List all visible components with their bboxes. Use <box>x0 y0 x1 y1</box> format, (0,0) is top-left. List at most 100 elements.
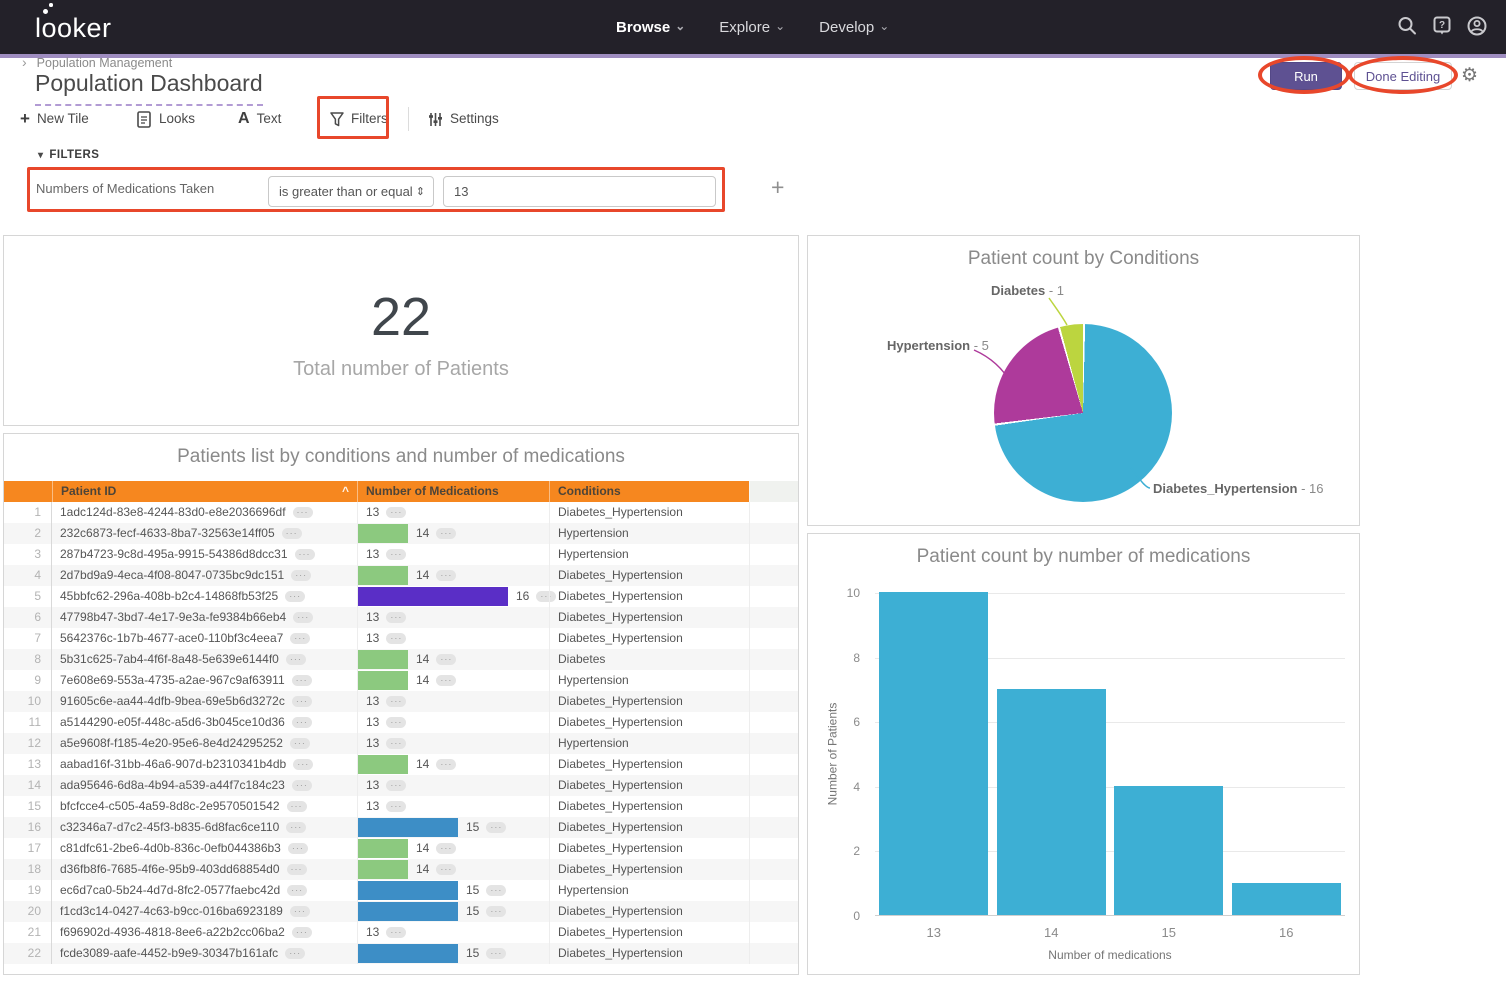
column-header-medications[interactable]: Number of Medications <box>357 481 549 502</box>
medications-cell[interactable]: 13 ··· <box>357 502 549 523</box>
patient-id-cell[interactable]: f696902d-4936-4818-8ee6-a22b2cc06ba2 ··· <box>52 922 357 943</box>
text-button[interactable]: A Text <box>238 100 281 138</box>
row-actions-icon[interactable]: ··· <box>436 843 457 854</box>
row-actions-icon[interactable]: ··· <box>486 822 507 833</box>
conditions-cell[interactable]: Diabetes_Hypertension <box>549 754 749 775</box>
row-actions-icon[interactable]: ··· <box>285 948 306 959</box>
row-actions-icon[interactable]: ··· <box>386 801 407 812</box>
row-actions-icon[interactable]: ··· <box>293 612 314 623</box>
patient-id-cell[interactable]: d36fb8f6-7685-4f6e-95b9-403dd68854d0 ··· <box>52 859 357 880</box>
medications-cell[interactable]: 14 ··· <box>357 670 549 691</box>
patient-id-cell[interactable]: 287b4723-9c8d-495a-9915-54386d8dcc31 ··· <box>52 544 357 565</box>
conditions-cell[interactable]: Diabetes_Hypertension <box>549 628 749 649</box>
row-actions-icon[interactable]: ··· <box>286 801 307 812</box>
nav-menu-explore[interactable]: Explore ⌄ <box>719 19 785 36</box>
patient-id-cell[interactable]: 91605c6e-aa44-4dfb-9bea-69e5b6d3272c ··· <box>52 691 357 712</box>
row-actions-icon[interactable]: ··· <box>291 675 312 686</box>
conditions-cell[interactable]: Hypertension <box>549 733 749 754</box>
conditions-cell[interactable]: Diabetes_Hypertension <box>549 712 749 733</box>
bar[interactable] <box>996 688 1106 915</box>
row-actions-icon[interactable]: ··· <box>386 549 407 560</box>
medications-cell[interactable]: 14 ··· <box>357 754 549 775</box>
patient-id-cell[interactable]: 1adc124d-83e8-4244-83d0-e8e2036696df ··· <box>52 502 357 523</box>
row-actions-icon[interactable]: ··· <box>436 864 457 875</box>
medications-cell[interactable]: 15 ··· <box>357 901 549 922</box>
medications-cell[interactable]: 15 ··· <box>357 880 549 901</box>
medications-cell[interactable]: 15 ··· <box>357 817 549 838</box>
row-actions-icon[interactable]: ··· <box>386 780 407 791</box>
row-actions-icon[interactable]: ··· <box>386 738 407 749</box>
pie-chart[interactable] <box>994 324 1172 502</box>
settings-button[interactable]: Settings <box>428 100 499 138</box>
row-actions-icon[interactable]: ··· <box>294 549 315 560</box>
conditions-cell[interactable]: Diabetes_Hypertension <box>549 838 749 859</box>
medications-cell[interactable]: 16 ··· <box>357 586 557 607</box>
row-actions-icon[interactable]: ··· <box>436 759 457 770</box>
run-button[interactable]: Run <box>1270 62 1342 90</box>
row-actions-icon[interactable]: ··· <box>386 507 407 518</box>
row-actions-icon[interactable]: ··· <box>291 717 312 728</box>
breadcrumb[interactable]: › Population Management <box>22 54 172 70</box>
row-actions-icon[interactable]: ··· <box>386 927 407 938</box>
medications-cell[interactable]: 13 ··· <box>357 628 549 649</box>
row-actions-icon[interactable]: ··· <box>291 696 312 707</box>
conditions-cell[interactable]: Diabetes_Hypertension <box>549 565 749 586</box>
row-actions-icon[interactable]: ··· <box>287 885 308 896</box>
medications-cell[interactable]: 14 ··· <box>357 859 549 880</box>
patient-id-cell[interactable]: 232c6873-fecf-4633-8ba7-32563e14ff05 ··· <box>52 523 357 544</box>
nav-menu-browse[interactable]: Browse ⌄ <box>616 19 685 36</box>
nav-menu-develop[interactable]: Develop ⌄ <box>819 19 889 36</box>
conditions-cell[interactable]: Diabetes_Hypertension <box>549 901 749 922</box>
row-actions-icon[interactable]: ··· <box>290 633 311 644</box>
new-tile-button[interactable]: + New Tile <box>20 100 89 138</box>
filters-section-header[interactable]: ▾ FILTERS <box>38 149 99 161</box>
row-actions-icon[interactable]: ··· <box>291 927 312 938</box>
patient-id-cell[interactable]: f1cd3c14-0427-4c63-b9cc-016ba6923189 ··· <box>52 901 357 922</box>
bar[interactable] <box>1114 785 1224 915</box>
row-actions-icon[interactable]: ··· <box>386 633 407 644</box>
row-actions-icon[interactable]: ··· <box>486 885 507 896</box>
row-actions-icon[interactable]: ··· <box>286 822 307 833</box>
patient-id-cell[interactable]: 7e608e69-553a-4735-a2ae-967c9af63911 ··· <box>52 670 357 691</box>
row-actions-icon[interactable]: ··· <box>293 759 314 770</box>
account-icon[interactable] <box>1466 15 1488 37</box>
medications-cell[interactable]: 13 ··· <box>357 796 549 817</box>
medications-cell[interactable]: 13 ··· <box>357 544 549 565</box>
row-actions-icon[interactable]: ··· <box>386 717 407 728</box>
bar[interactable] <box>1231 882 1341 915</box>
medications-cell[interactable]: 13 ··· <box>357 922 549 943</box>
row-actions-icon[interactable]: ··· <box>536 591 557 602</box>
bar[interactable] <box>879 592 989 915</box>
search-icon[interactable] <box>1396 15 1418 37</box>
conditions-cell[interactable]: Diabetes <box>549 649 749 670</box>
row-actions-icon[interactable]: ··· <box>291 780 312 791</box>
patient-id-cell[interactable]: a5e9608f-f185-4e20-95e6-8e4d24295252 ··· <box>52 733 357 754</box>
conditions-cell[interactable]: Diabetes_Hypertension <box>549 586 749 607</box>
row-actions-icon[interactable]: ··· <box>386 612 407 623</box>
patient-id-cell[interactable]: ec6d7ca0-5b24-4d7d-8fc2-0577faebc42d ··· <box>52 880 357 901</box>
row-actions-icon[interactable]: ··· <box>291 570 312 581</box>
row-actions-icon[interactable]: ··· <box>292 507 313 518</box>
row-actions-icon[interactable]: ··· <box>436 528 457 539</box>
row-actions-icon[interactable]: ··· <box>486 948 507 959</box>
patient-id-cell[interactable]: a5144290-e05f-448c-a5d6-3b045ce10d36 ··· <box>52 712 357 733</box>
row-actions-icon[interactable]: ··· <box>436 675 457 686</box>
patient-id-cell[interactable]: 5b31c625-7ab4-4f6f-8a48-5e639e6144f0 ··· <box>52 649 357 670</box>
conditions-cell[interactable]: Hypertension <box>549 523 749 544</box>
row-actions-icon[interactable]: ··· <box>287 843 308 854</box>
patient-id-cell[interactable]: bfcfcce4-c505-4a59-8d8c-2e9570501542 ··· <box>52 796 357 817</box>
conditions-cell[interactable]: Diabetes_Hypertension <box>549 607 749 628</box>
filter-value-input[interactable] <box>443 176 716 207</box>
row-actions-icon[interactable]: ··· <box>286 864 307 875</box>
row-actions-icon[interactable]: ··· <box>386 696 407 707</box>
conditions-cell[interactable]: Hypertension <box>549 544 749 565</box>
conditions-cell[interactable]: Diabetes_Hypertension <box>549 796 749 817</box>
medications-cell[interactable]: 14 ··· <box>357 523 549 544</box>
conditions-cell[interactable]: Hypertension <box>549 670 749 691</box>
conditions-cell[interactable]: Diabetes_Hypertension <box>549 817 749 838</box>
medications-cell[interactable]: 14 ··· <box>357 649 549 670</box>
medications-cell[interactable]: 14 ··· <box>357 565 549 586</box>
patient-id-cell[interactable]: 5642376c-1b7b-4677-ace0-110bf3c4eea7 ··· <box>52 628 357 649</box>
patient-id-cell[interactable]: aabad16f-31bb-46a6-907d-b2310341b4db ··· <box>52 754 357 775</box>
patient-id-cell[interactable]: ada95646-6d8a-4b94-a539-a44f7c184c23 ··· <box>52 775 357 796</box>
